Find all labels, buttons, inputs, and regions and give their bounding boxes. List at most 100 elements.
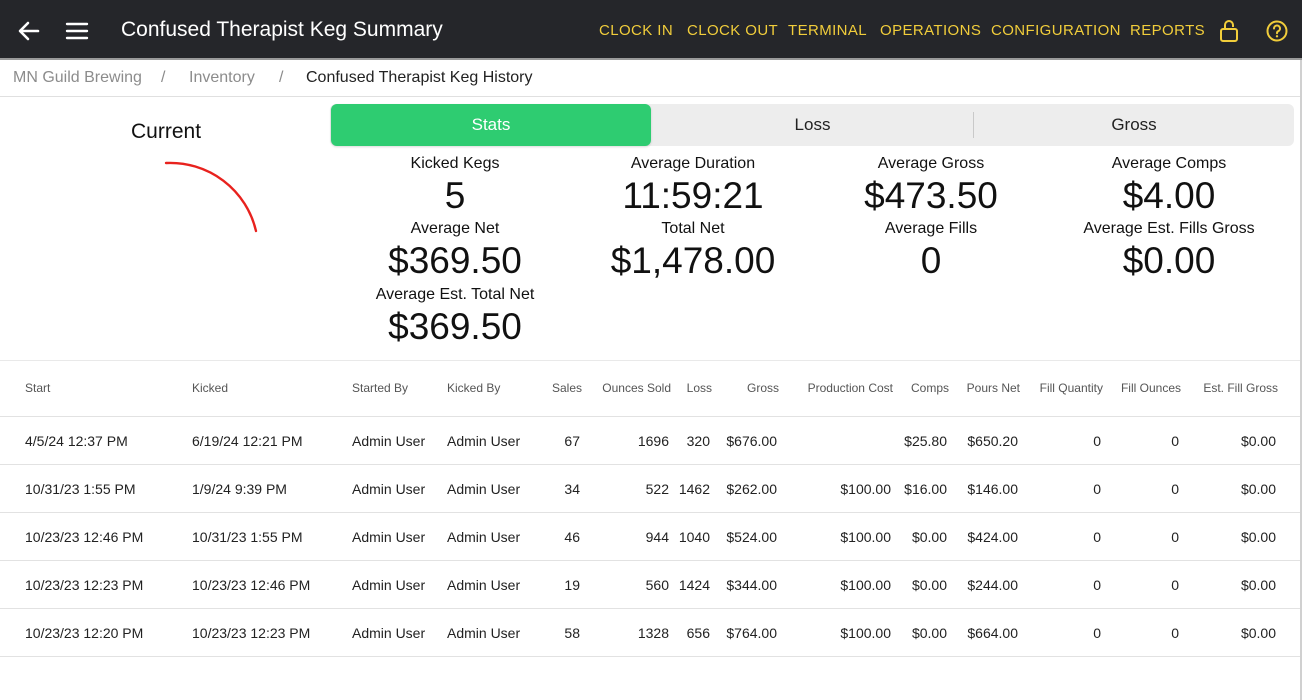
cell-comps: $0.00 xyxy=(911,529,947,545)
cell-fill-ounces: 0 xyxy=(1171,529,1179,545)
column-header-pours-net[interactable]: Pours Net xyxy=(966,381,1020,395)
stats-tabs: Stats Loss Gross xyxy=(330,104,1294,146)
hamburger-menu-icon[interactable] xyxy=(64,18,90,44)
breadcrumb-item-current: Confused Therapist Keg History xyxy=(306,69,533,86)
page-title: Confused Therapist Keg Summary xyxy=(121,18,443,41)
nav-clock-in[interactable]: CLOCK IN xyxy=(599,22,674,39)
cell-sales: 34 xyxy=(564,481,580,497)
stat-value: $4.00 xyxy=(1122,175,1216,216)
breadcrumb-item-inventory[interactable]: Inventory xyxy=(189,69,255,86)
cell-started-by: Admin User xyxy=(352,625,426,641)
cell-production-cost: $100.00 xyxy=(840,529,891,545)
cell-kicked-by: Admin User xyxy=(447,625,521,641)
stat-average-duration: Average Duration 11:59:21 xyxy=(573,154,813,218)
nav-terminal[interactable]: TERMINAL xyxy=(788,22,868,39)
stat-value: $369.50 xyxy=(388,240,522,281)
cell-comps: $16.00 xyxy=(904,481,947,497)
cell-est-fill-gross: $0.00 xyxy=(1240,481,1276,497)
cell-ounces-sold: 522 xyxy=(645,481,669,497)
cell-loss: 1462 xyxy=(678,481,710,497)
column-header-start[interactable]: Start xyxy=(25,381,51,395)
cell-loss: 1424 xyxy=(678,577,710,593)
cell-comps: $0.00 xyxy=(911,625,947,641)
cell-fill-ounces: 0 xyxy=(1171,481,1179,497)
stat-label: Average Fills xyxy=(884,220,978,237)
table-row[interactable]: 10/23/23 12:23 PM 10/23/23 12:46 PM Admin … xyxy=(0,560,1300,608)
stat-average-net: Average Net $369.50 xyxy=(335,219,575,283)
gauge-label: Current xyxy=(131,120,202,143)
stat-value: 11:59:21 xyxy=(622,175,764,216)
column-header-fill-ounces[interactable]: Fill Ounces xyxy=(1120,381,1181,395)
cell-gross: $676.00 xyxy=(726,433,777,449)
cell-pours-net: $424.00 xyxy=(967,529,1018,545)
nav-operations[interactable]: OPERATIONS xyxy=(880,22,982,39)
tab-loss[interactable]: Loss xyxy=(794,115,831,134)
column-header-sales[interactable]: Sales xyxy=(551,381,582,395)
column-header-kicked-by[interactable]: Kicked By xyxy=(447,381,501,395)
column-header-production-cost[interactable]: Production Cost xyxy=(807,381,893,395)
column-header-started-by[interactable]: Started By xyxy=(352,381,409,395)
cell-started-by: Admin User xyxy=(352,433,426,449)
nav-clock-out[interactable]: CLOCK OUT xyxy=(687,22,779,39)
column-header-gross[interactable]: Gross xyxy=(746,381,779,395)
stat-value: 5 xyxy=(444,175,466,216)
cell-gross: $262.00 xyxy=(726,481,777,497)
cell-est-fill-gross: $0.00 xyxy=(1240,529,1276,545)
cell-loss: 320 xyxy=(686,433,710,449)
stat-label: Average Est. Fills Gross xyxy=(1083,220,1255,237)
stat-average-gross: Average Gross $473.50 xyxy=(811,154,1051,218)
cell-kicked: 10/31/23 1:55 PM xyxy=(192,529,303,545)
stat-value: 0 xyxy=(920,240,942,281)
table-bottom-divider xyxy=(0,656,1300,657)
help-icon[interactable] xyxy=(1264,18,1290,44)
cell-started-by: Admin User xyxy=(352,529,426,545)
stat-average-fills: Average Fills 0 xyxy=(811,219,1051,283)
back-arrow-icon[interactable] xyxy=(16,18,42,44)
cell-sales: 58 xyxy=(564,625,580,641)
cell-start: 10/23/23 12:46 PM xyxy=(25,529,144,545)
stat-value: $0.00 xyxy=(1122,240,1216,281)
cell-fill-quantity: 0 xyxy=(1093,625,1101,641)
cell-sales: 46 xyxy=(564,529,580,545)
breadcrumb-item-company[interactable]: MN Guild Brewing xyxy=(13,69,142,86)
top-bar: Confused Therapist Keg Summary CLOCK IN … xyxy=(0,0,1302,60)
cell-pours-net: $664.00 xyxy=(967,625,1018,641)
content-border xyxy=(1300,60,1302,700)
cell-est-fill-gross: $0.00 xyxy=(1240,577,1276,593)
tab-stats[interactable]: Stats xyxy=(331,104,651,146)
table-row[interactable]: 10/23/23 12:46 PM 10/31/23 1:55 PM Admin U… xyxy=(0,512,1300,560)
breadcrumb: MN Guild Brewing / Inventory / Confused … xyxy=(0,60,1302,97)
cell-started-by: Admin User xyxy=(352,481,426,497)
nav-reports[interactable]: REPORTS xyxy=(1130,22,1206,39)
column-header-est-fill-gross[interactable]: Est. Fill Gross xyxy=(1203,381,1278,395)
tab-gross[interactable]: Gross xyxy=(1111,115,1157,134)
cell-fill-quantity: 0 xyxy=(1093,481,1101,497)
cell-pours-net: $244.00 xyxy=(967,577,1018,593)
stat-label: Average Net xyxy=(410,220,500,237)
column-header-comps[interactable]: Comps xyxy=(910,381,949,395)
cell-fill-quantity: 0 xyxy=(1093,433,1101,449)
cell-kicked-by: Admin User xyxy=(447,577,521,593)
table-row[interactable]: 10/23/23 12:20 PM 10/23/23 12:23 PM Admin … xyxy=(0,608,1300,656)
column-header-fill-quantity[interactable]: Fill Quantity xyxy=(1039,381,1103,395)
cell-kicked-by: Admin User xyxy=(447,529,521,545)
nav-configuration[interactable]: CONFIGURATION xyxy=(991,22,1121,39)
cell-kicked: 10/23/23 12:46 PM xyxy=(192,577,311,593)
stat-value: $369.50 xyxy=(388,306,522,347)
cell-production-cost: $100.00 xyxy=(840,625,891,641)
column-header-loss[interactable]: Loss xyxy=(686,381,712,395)
column-header-ounces-sold[interactable]: Ounces Sold xyxy=(602,381,671,395)
cell-ounces-sold: 944 xyxy=(645,529,669,545)
table-row[interactable]: 4/5/24 12:37 PM 6/19/24 12:21 PM Admin Use… xyxy=(0,416,1300,464)
cell-kicked-by: Admin User xyxy=(447,433,521,449)
lock-icon[interactable] xyxy=(1216,18,1242,44)
cell-comps: $25.80 xyxy=(904,433,947,449)
cell-gross: $524.00 xyxy=(726,529,777,545)
table-row[interactable]: 10/31/23 1:55 PM 1/9/24 9:39 PM Admin User… xyxy=(0,464,1300,512)
column-header-kicked[interactable]: Kicked xyxy=(192,381,229,395)
cell-fill-ounces: 0 xyxy=(1171,433,1179,449)
stat-label: Kicked Kegs xyxy=(410,155,500,172)
cell-kicked-by: Admin User xyxy=(447,481,521,497)
cell-loss: 1040 xyxy=(678,529,710,545)
breadcrumb-separator: / xyxy=(279,69,284,86)
